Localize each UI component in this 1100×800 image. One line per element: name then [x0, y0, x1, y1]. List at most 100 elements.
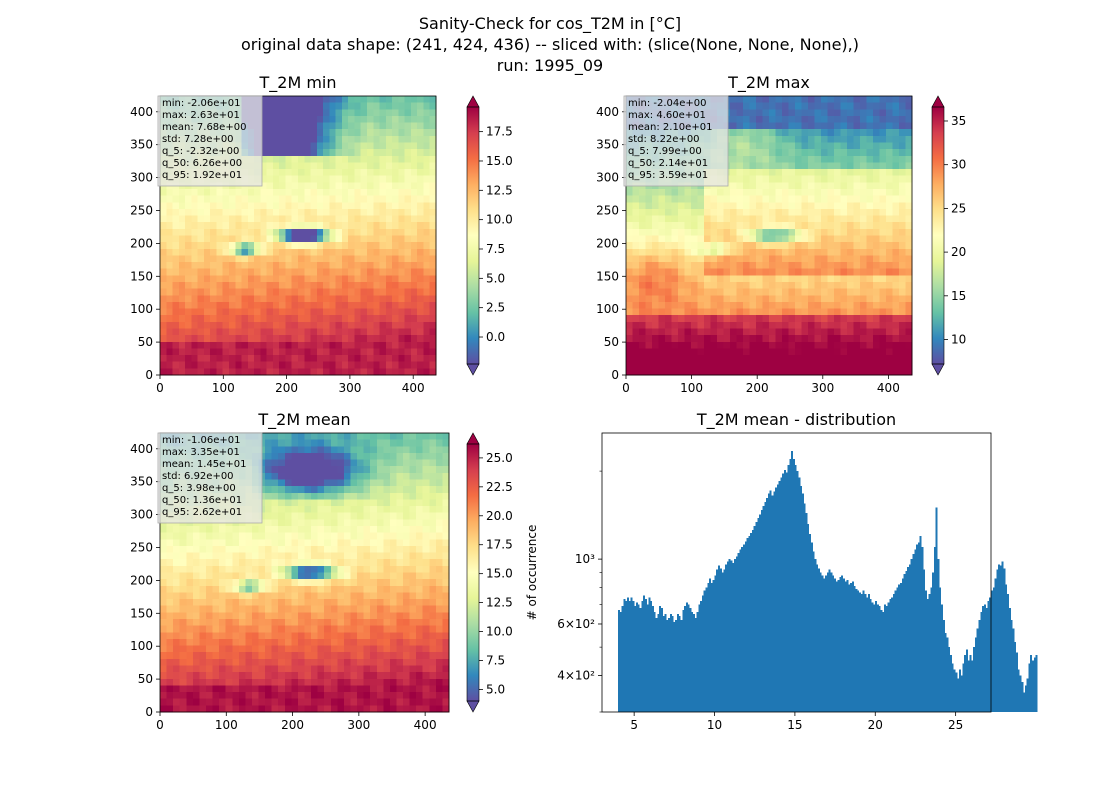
- heat-cell: [645, 355, 653, 363]
- heat-cell: [311, 592, 319, 600]
- heat-cell: [348, 235, 356, 243]
- heat-cell: [367, 102, 374, 110]
- heat-cell: [317, 592, 325, 600]
- heat-cell: [166, 355, 174, 363]
- heat-cell: [370, 592, 378, 600]
- heat-cell: [392, 361, 399, 369]
- heat-cell: [210, 222, 218, 230]
- heat-cell: [429, 301, 437, 310]
- heat-cell: [704, 315, 712, 323]
- heat-cell: [749, 149, 757, 157]
- heat-cell: [873, 135, 881, 144]
- heat-cell: [341, 208, 349, 217]
- heat-cell: [710, 215, 718, 223]
- heat-cell: [905, 215, 913, 223]
- heat-cell: [639, 295, 647, 303]
- heat-cell: [658, 315, 666, 323]
- heat-cell: [178, 348, 186, 356]
- heat-cell: [801, 341, 809, 350]
- heat-cell: [827, 175, 835, 183]
- heat-cell: [304, 479, 312, 487]
- heat-cell: [272, 341, 280, 350]
- heat-cell: [652, 195, 660, 203]
- heat-cell: [265, 499, 273, 507]
- heat-cell: [197, 328, 205, 336]
- heat-cell: [736, 288, 744, 296]
- heat-cell: [363, 492, 371, 501]
- heat-cell: [723, 341, 731, 350]
- heat-cell: [251, 552, 260, 560]
- heat-cell: [730, 222, 738, 230]
- heat-cell: [304, 301, 312, 310]
- heat-cell: [866, 275, 874, 283]
- heat-cell: [178, 328, 186, 336]
- heat-cell: [304, 348, 312, 356]
- heat-cell: [379, 155, 387, 164]
- heat-cell: [317, 585, 325, 594]
- heat-cell: [376, 605, 384, 613]
- heat-cell: [330, 532, 338, 540]
- heat-cell: [416, 532, 424, 540]
- heat-cell: [298, 155, 305, 164]
- heat-cell: [866, 115, 874, 124]
- heat-cell: [749, 235, 757, 243]
- heat-cell: [232, 526, 240, 534]
- heat-cell: [730, 208, 738, 217]
- heat-cell: [704, 202, 712, 210]
- heat-cell: [853, 175, 861, 183]
- heat-cell: [821, 275, 829, 283]
- heat-cell: [847, 96, 855, 104]
- heat-cell: [409, 565, 417, 574]
- heat-cell: [788, 301, 796, 310]
- heat-cell: [266, 308, 274, 316]
- heat-cell: [403, 446, 411, 454]
- heat-cell: [834, 102, 842, 110]
- heat-cell: [179, 565, 187, 574]
- heat-cell: [343, 452, 352, 461]
- heat-cell: [216, 348, 224, 356]
- heat-cell: [749, 155, 757, 164]
- heat-cell: [266, 109, 274, 117]
- heat-cell: [853, 122, 861, 130]
- heat-cell: [775, 321, 783, 330]
- heat-cell: [392, 341, 399, 350]
- heat-cell: [691, 308, 699, 316]
- heat-cell: [329, 348, 337, 356]
- heat-cell: [435, 466, 444, 474]
- heat-cell: [335, 248, 343, 257]
- heat-cell: [357, 439, 365, 447]
- heat-cell: [376, 585, 384, 594]
- heat-cell: [769, 202, 777, 210]
- heat-cell: [341, 368, 349, 376]
- heat-cell: [396, 452, 404, 461]
- heat-cell: [892, 235, 900, 243]
- heat-cell: [756, 122, 764, 130]
- heat-cell: [866, 155, 874, 164]
- heat-cell: [873, 295, 881, 303]
- heat-cell: [304, 275, 312, 283]
- heat-cell: [389, 479, 398, 487]
- heat-cell: [423, 149, 431, 157]
- heat-cell: [853, 102, 861, 110]
- heat-cell: [367, 295, 374, 303]
- heat-cell: [245, 572, 253, 580]
- heat-cell: [704, 242, 712, 250]
- heat-cell: [166, 208, 174, 217]
- heat-cell: [199, 559, 207, 567]
- heat-cell: [216, 242, 224, 250]
- heat-cell: [821, 361, 829, 369]
- heat-cell: [297, 512, 306, 520]
- x-tick-label: 400: [877, 381, 900, 395]
- heat-cell: [899, 355, 907, 363]
- heat-cell: [192, 565, 201, 574]
- heat-cell: [678, 242, 686, 250]
- heat-cell: [821, 195, 829, 203]
- heat-cell: [329, 155, 337, 164]
- heat-cell: [311, 539, 319, 547]
- heat-cell: [873, 149, 881, 157]
- heat-cell: [423, 122, 431, 130]
- heat-cell: [284, 486, 292, 494]
- heat-cell: [645, 361, 653, 369]
- heat-cell: [717, 275, 725, 283]
- heat-cell: [265, 526, 273, 534]
